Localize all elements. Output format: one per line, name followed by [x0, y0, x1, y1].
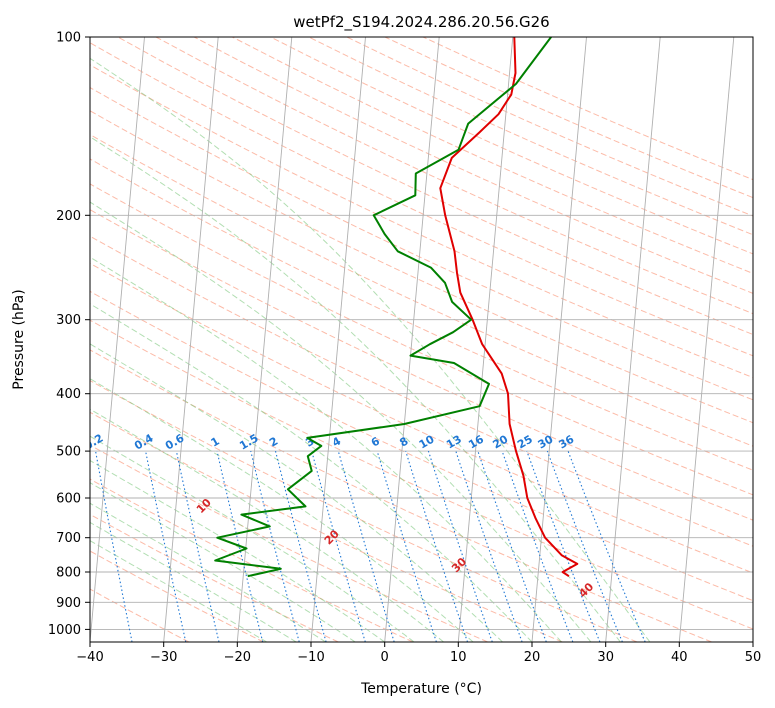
dry-adiabat-line	[90, 64, 753, 379]
moist-adiabat-line	[90, 378, 474, 642]
mixing-ratio-line	[311, 450, 366, 642]
dry-adiabats	[90, 37, 753, 642]
moist-adiabats	[90, 57, 651, 642]
y-tick-label: 100	[56, 31, 81, 46]
dry-adiabat-line	[90, 411, 563, 642]
isotherm-line	[678, 37, 735, 642]
mixing-ratio-line	[145, 450, 187, 642]
dry-adiabat-line	[90, 513, 339, 642]
dry-adiabat-line	[90, 235, 753, 547]
y-axis: 100 200 300 400 500 600 700 800 900 1000	[48, 31, 90, 638]
moist-adiabat-line	[90, 136, 621, 642]
dry-adiabat-line	[90, 319, 753, 630]
x-tick-label: 20	[524, 650, 541, 665]
mixing-ratio-line	[546, 450, 623, 642]
x-axis-label: Temperature (°C)	[360, 681, 482, 697]
mixing-ratio-line	[501, 450, 574, 642]
sounding-series	[214, 37, 579, 578]
isotherm-line	[384, 37, 440, 642]
mixing-ratio-line	[250, 450, 300, 642]
y-tick-label: 300	[56, 313, 81, 328]
mixing-ratio-lines	[95, 450, 646, 642]
y-tick-label: 500	[56, 445, 81, 460]
isotherm-line	[457, 37, 514, 642]
x-axis: −40 −30 −20 −10 0 10 20 30 40 50	[76, 642, 761, 665]
chart-title: wetPf2_S194.2024.286.20.56.G26	[293, 13, 549, 32]
x-tick-label: −30	[150, 650, 177, 665]
isotherm-line	[90, 37, 145, 642]
isotherm-line	[531, 37, 587, 642]
x-tick-label: −40	[76, 650, 103, 665]
mixing-ratio-line	[427, 450, 493, 642]
y-tick-label: 800	[56, 566, 81, 581]
y-tick-label: 700	[56, 531, 81, 546]
y-axis-label: Pressure (hPa)	[11, 289, 27, 389]
moist-adiabat-line	[90, 459, 385, 642]
moist-adiabat-line	[90, 540, 268, 642]
moist-adiabat-line	[90, 303, 533, 642]
mixing-ratio-line	[95, 451, 133, 642]
dry-adiabat-line	[117, 37, 753, 336]
x-tick-label: 30	[597, 650, 614, 665]
dry-adiabat-line	[90, 133, 753, 447]
moist-adiabat-line	[90, 482, 356, 642]
x-tick-label: 40	[671, 650, 688, 665]
x-tick-label: 50	[745, 650, 762, 665]
y-tick-label: 1000	[48, 623, 81, 638]
y-tick-label: 600	[56, 492, 81, 507]
mixing-ratio-line	[405, 450, 469, 642]
isobar-grid	[90, 37, 753, 630]
moist-adiabat-line	[90, 408, 444, 642]
x-tick-label: 10	[450, 650, 467, 665]
x-tick-label: −20	[224, 650, 251, 665]
moist-adiabat-line	[90, 256, 562, 642]
temperature-line	[439, 37, 579, 578]
dry-adiabat-line	[90, 290, 753, 602]
y-tick-label: 400	[56, 387, 81, 402]
dry-adiabat-line	[90, 444, 488, 642]
isotherm-grid	[90, 37, 753, 642]
dry-adiabat-line	[90, 550, 264, 642]
mixing-ratio-line	[376, 450, 437, 642]
dry-adiabat-line	[90, 158, 753, 471]
mixing-ratio-line	[477, 450, 547, 642]
moist-adiabat-line	[90, 201, 592, 642]
dry-adiabat-line	[155, 37, 753, 315]
dry-adiabat-line	[90, 209, 753, 521]
mixing-ratio-line	[455, 450, 523, 642]
isotherm-line	[236, 37, 293, 642]
dewpoint-line	[214, 37, 552, 578]
y-tick-label: 200	[56, 209, 81, 224]
plot-area: 0.10.20.40.611.52346810131620253036-100-…	[90, 37, 753, 642]
x-tick-label: 0	[381, 650, 389, 665]
mixing-ratio-line	[567, 450, 646, 642]
plot-frame	[89, 36, 754, 643]
dry-adiabat-line	[90, 110, 753, 424]
dry-adiabat-line	[90, 349, 712, 642]
dry-adiabat-line	[90, 379, 638, 642]
isotherm-line	[163, 37, 219, 642]
isotherm-line	[310, 37, 366, 642]
y-tick-label: 900	[56, 596, 81, 611]
isotherm-line	[605, 37, 661, 642]
mixing-ratio-line	[175, 450, 220, 642]
mixing-ratio-line	[337, 450, 395, 642]
x-tick-label: −10	[297, 650, 324, 665]
mixing-ratio-line	[526, 450, 601, 642]
moist-adiabat-line	[90, 57, 651, 642]
dry-adiabat-line	[90, 183, 753, 496]
mixing-ratio-line	[274, 450, 327, 642]
